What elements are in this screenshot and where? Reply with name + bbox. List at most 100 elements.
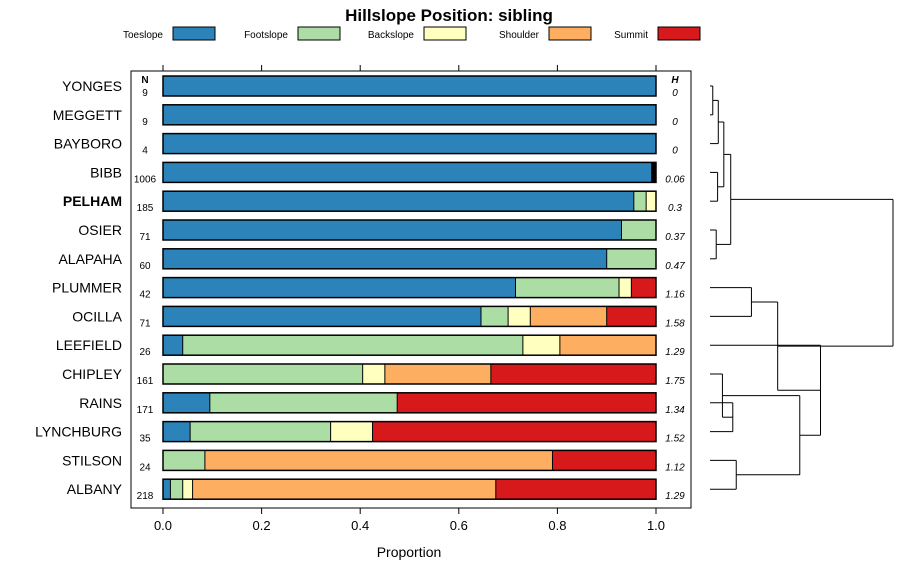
bar-pelham-footslope	[633, 191, 647, 212]
h-value-leefield: 1.29	[665, 347, 685, 358]
x-tick-label-2: 0.4	[351, 518, 369, 533]
bar-albany-backslope	[182, 479, 193, 500]
legend-swatch-toeslope	[172, 26, 216, 41]
bar-ocilla-footslope	[480, 306, 509, 327]
h-value-rains: 1.34	[665, 405, 685, 416]
bar-leefield-backslope	[522, 335, 560, 356]
row-label-ocilla: OCILLA	[72, 308, 122, 324]
bar-chipley-backslope	[362, 364, 385, 384]
bar-outline-meggett	[162, 104, 657, 126]
bar-rains-summit	[397, 392, 656, 413]
legend-swatch-shoulder	[548, 26, 592, 41]
h-value-osier: 0.37	[665, 232, 685, 243]
bar-stilson-footslope	[163, 450, 205, 471]
h-header: H	[671, 75, 679, 86]
n-value-plummer: 42	[139, 290, 151, 301]
legend-label-shoulder: Shoulder	[499, 30, 540, 41]
row-label-bayboro: BAYBORO	[54, 136, 122, 152]
x-axis-label: Proportion	[377, 544, 442, 560]
n-value-meggett: 9	[142, 117, 148, 128]
legend-label-toeslope: Toeslope	[123, 30, 163, 41]
row-label-albany: ALBANY	[67, 481, 123, 497]
dendrogram	[710, 85, 894, 490]
bar-plummer-summit	[631, 277, 656, 298]
bar-bibb-other	[651, 162, 656, 183]
bar-outline-yonges	[162, 75, 657, 97]
h-value-ocilla: 1.58	[665, 318, 685, 329]
legend: Toeslope Footslope Backslope Shoulder Summit	[123, 26, 701, 41]
bar-ocilla-toeslope	[163, 306, 481, 327]
n-value-lynchburg: 35	[139, 434, 151, 445]
n-value-chipley: 161	[137, 376, 154, 387]
n-value-bayboro: 4	[142, 146, 148, 157]
row-label-stilson: STILSON	[62, 452, 122, 468]
bar-outline-stilson	[162, 449, 657, 472]
row-label-bibb: BIBB	[90, 164, 122, 180]
n-header: N	[141, 75, 148, 86]
x-axis: 0.0 0.2 0.4 0.6 0.8 1.0	[154, 65, 665, 533]
h-value-lynchburg: 1.52	[665, 434, 685, 445]
bar-outline-leefield	[162, 334, 657, 356]
bar-chipley-footslope	[163, 364, 363, 384]
bar-albany-summit	[495, 479, 656, 500]
n-value-albany: 218	[137, 491, 154, 502]
bar-pelham-toeslope	[163, 191, 634, 212]
x-tick-label-0: 0.0	[154, 518, 172, 533]
legend-label-footslope: Footslope	[244, 30, 288, 41]
row-label-alapaha: ALAPAHA	[58, 251, 122, 267]
h-value-yonges: 0	[672, 88, 678, 99]
n-value-osier: 71	[139, 232, 151, 243]
bar-outline-bayboro	[162, 132, 657, 155]
n-value-bibb: 1006	[134, 174, 157, 185]
bar-bayboro-toeslope	[163, 133, 656, 154]
n-value-rains: 171	[137, 405, 154, 416]
row-label-pelham: PELHAM	[63, 193, 122, 209]
bar-outline-lynchburg	[162, 420, 657, 443]
h-value-pelham: 0.3	[668, 203, 682, 214]
n-value-leefield: 26	[139, 347, 151, 358]
bar-stilson-shoulder	[204, 450, 553, 471]
row-label-chipley: CHIPLEY	[62, 366, 123, 382]
h-value-bayboro: 0	[672, 146, 678, 157]
row-label-yonges: YONGES	[62, 78, 122, 94]
bar-leefield-shoulder	[559, 335, 656, 356]
n-value-yonges: 9	[142, 88, 148, 99]
bar-leefield-toeslope	[163, 335, 183, 356]
bar-outline-pelham	[162, 190, 657, 212]
legend-swatch-summit	[657, 26, 701, 41]
bar-rains-footslope	[209, 392, 398, 413]
x-tick-label-5: 1.0	[647, 518, 665, 533]
row-label-rains: RAINS	[79, 395, 122, 411]
bar-alapaha-footslope	[606, 248, 656, 269]
bar-osier-toeslope	[163, 220, 622, 240]
x-tick-label-3: 0.6	[450, 518, 468, 533]
h-value-chipley: 1.75	[665, 376, 685, 387]
row-label-meggett: MEGGETT	[53, 107, 123, 123]
row-label-leefield: LEEFIELD	[56, 337, 122, 353]
bar-rains-toeslope	[163, 392, 210, 413]
bar-albany-toeslope	[163, 479, 171, 500]
bars-group: YONGES 9 0 MEGGETT 9 0 BAYBORO 4 0 BIBB 1006 0.06 PE…	[35, 75, 685, 502]
legend-label-backslope: Backslope	[368, 30, 415, 41]
bar-pelham-backslope	[646, 191, 656, 212]
bar-chipley-summit	[490, 364, 656, 384]
bar-outline-ocilla	[162, 305, 657, 328]
bar-yonges-toeslope	[163, 76, 656, 96]
bar-lynchburg-footslope	[190, 421, 331, 442]
h-value-stilson: 1.12	[665, 462, 685, 473]
bar-outline-alapaha	[162, 248, 657, 270]
plot-frame	[130, 70, 692, 509]
bar-leefield-footslope	[182, 335, 523, 356]
h-value-alapaha: 0.47	[665, 261, 685, 272]
h-value-plummer: 1.16	[665, 290, 685, 301]
h-value-albany: 1.29	[665, 491, 685, 502]
bar-lynchburg-toeslope	[163, 421, 191, 442]
row-label-lynchburg: LYNCHBURG	[35, 424, 122, 440]
bar-chipley-shoulder	[384, 364, 491, 384]
x-tick-label-4: 0.8	[548, 518, 566, 533]
bar-plummer-footslope	[515, 277, 620, 298]
bar-outline-osier	[162, 219, 657, 241]
bar-outline-bibb	[162, 161, 657, 184]
chart-title: Hillslope Position: sibling	[345, 6, 553, 25]
